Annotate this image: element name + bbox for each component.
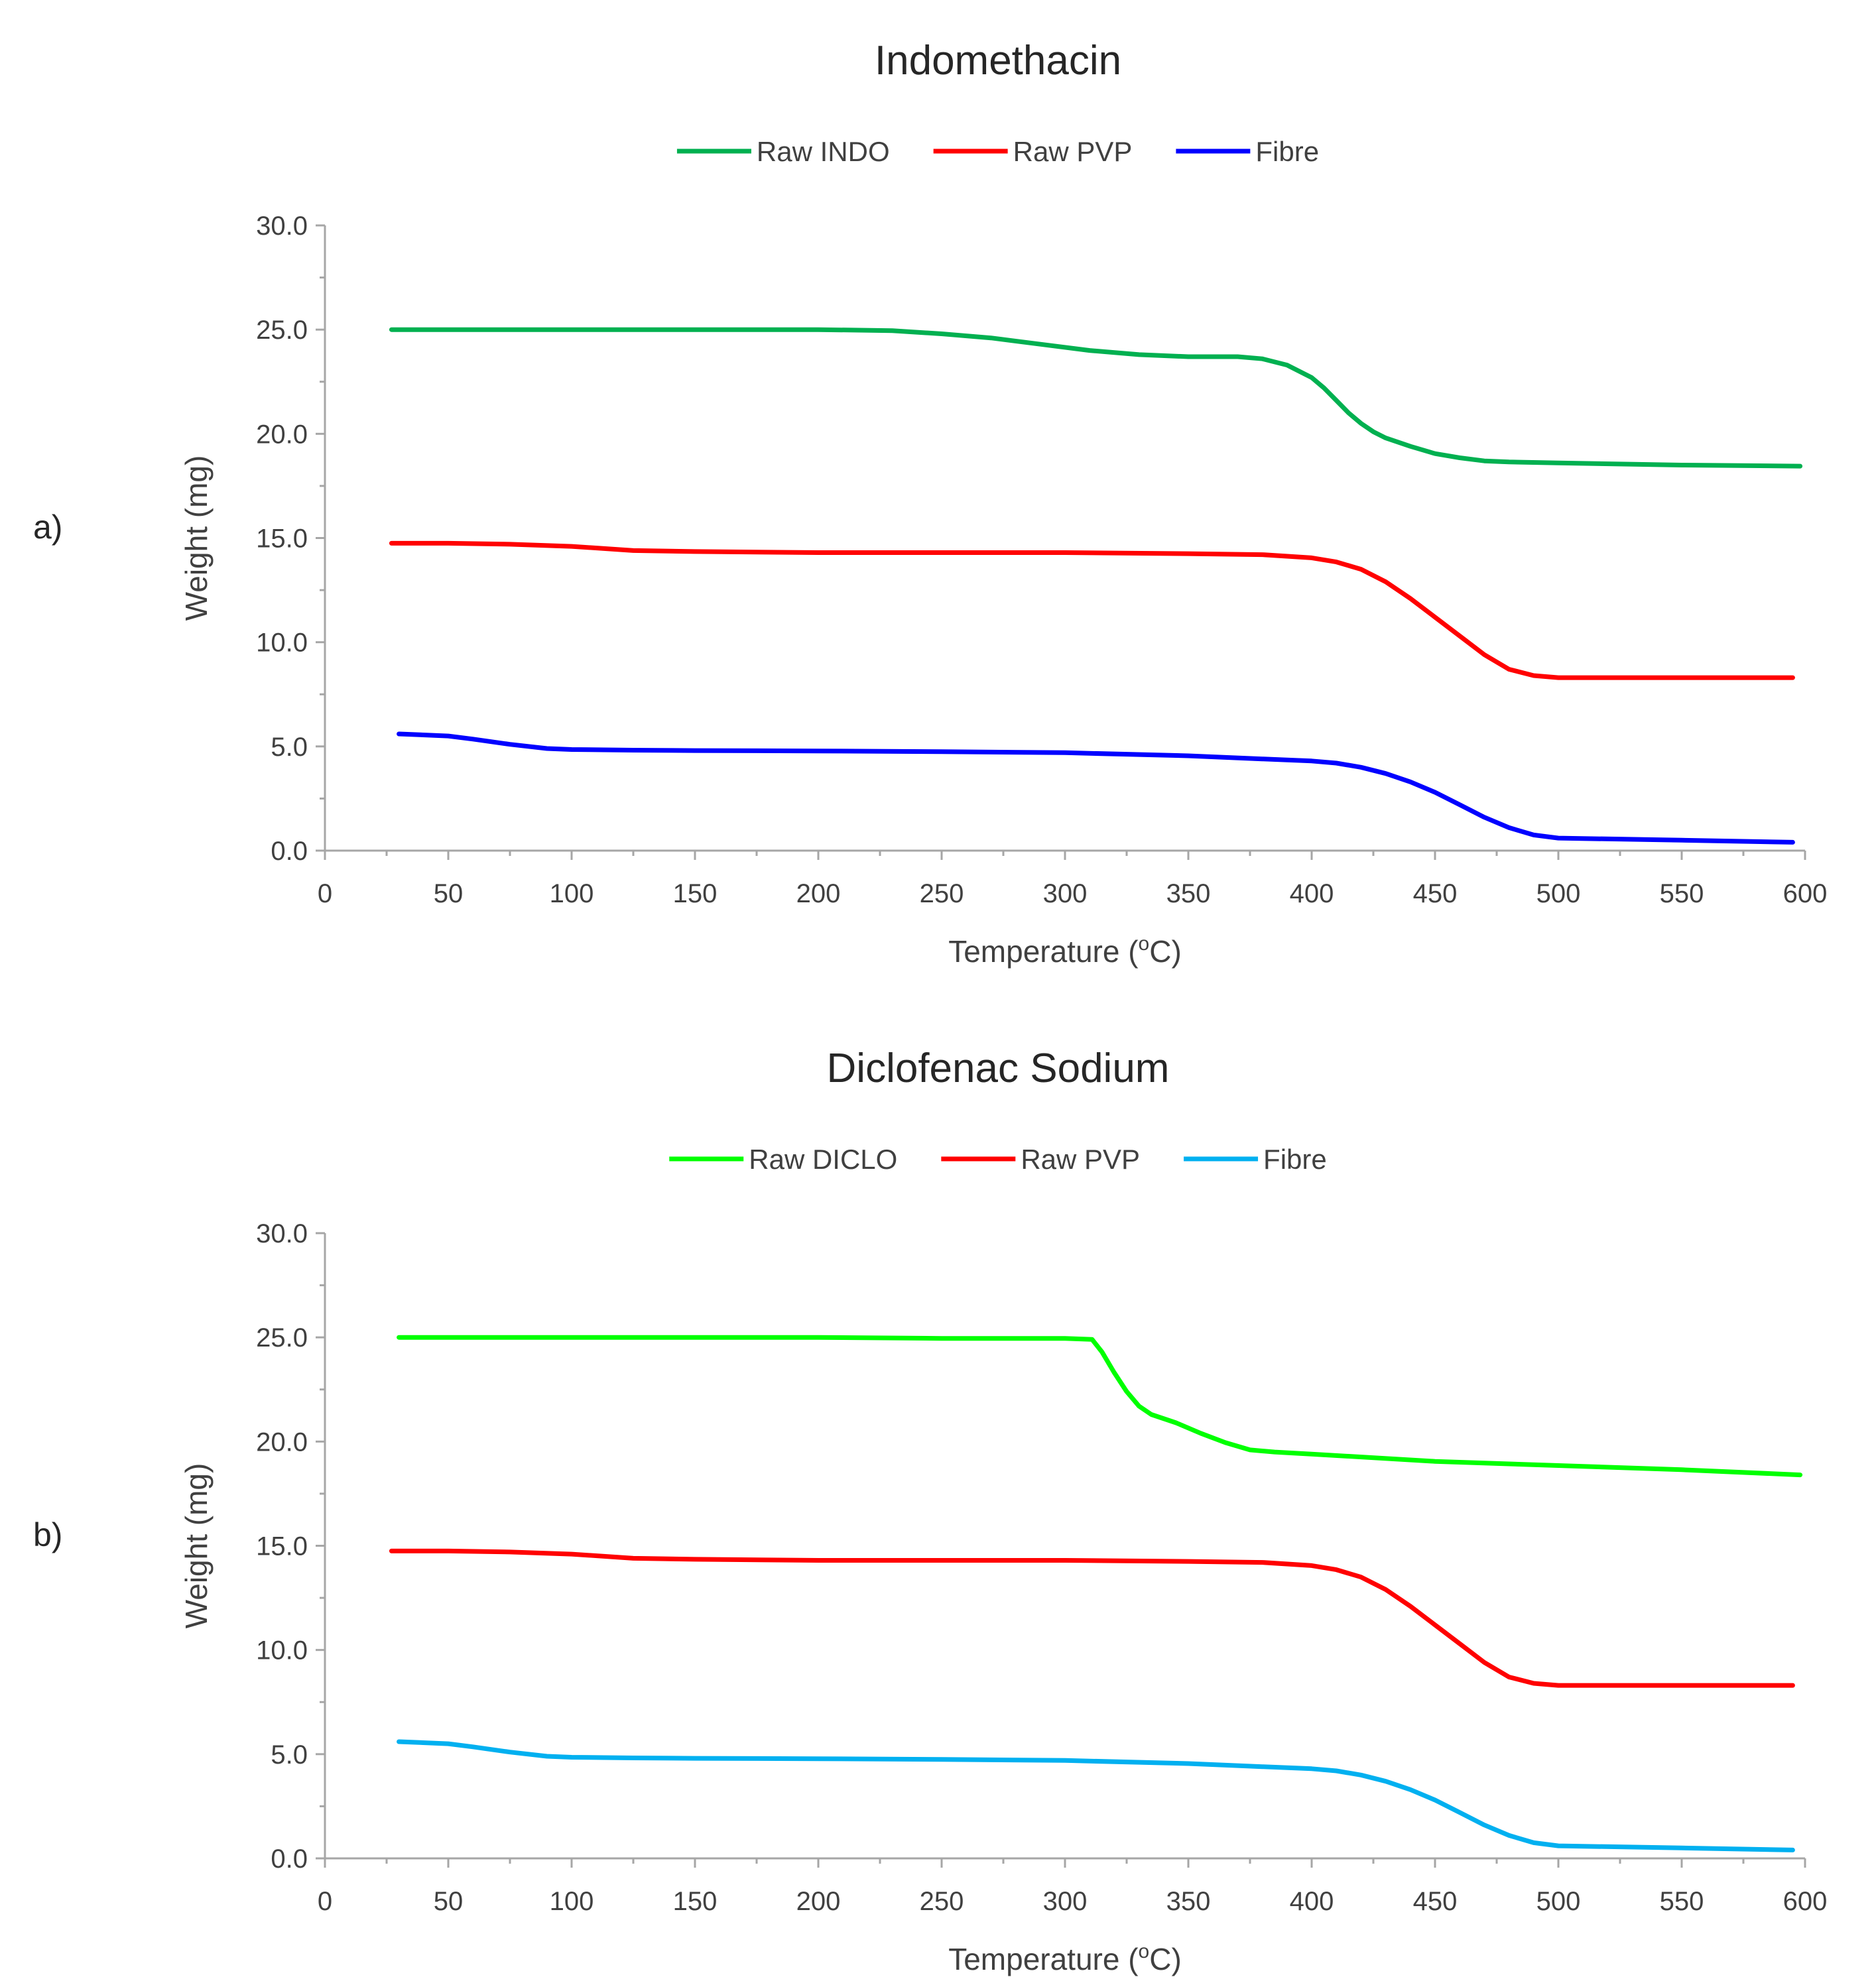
legend-label: Raw PVP (1021, 1144, 1140, 1175)
series-line-fibre (397, 731, 1795, 845)
chart-panel-1: Indomethacin a) Raw INDO Raw PVP Fibre 0.0 5.0… (33, 38, 1827, 969)
chart-title: Indomethacin (875, 38, 1121, 84)
y-axis-label: Weight (mg) (179, 455, 214, 621)
x-axis-label-superscript: o (1139, 933, 1150, 955)
x-tick-label: 550 (1660, 1887, 1704, 1916)
x-tick-label: 400 (1290, 879, 1334, 908)
x-tick-label: 150 (673, 1887, 718, 1916)
series-line-fibre (397, 1739, 1795, 1852)
x-tick-label: 250 (920, 879, 964, 908)
x-tick-label: 0 (318, 1887, 332, 1916)
x-axis-label-unit: C) (1149, 934, 1182, 969)
x-tick-label: 450 (1413, 1887, 1458, 1916)
y-tick-label: 5.0 (271, 1740, 308, 1770)
x-axis-label-superscript: o (1139, 1941, 1150, 1962)
x-tick-label: 200 (796, 1887, 841, 1916)
x-axis-label-main: Temperature ( (948, 934, 1139, 969)
x-tick-label: 550 (1660, 879, 1704, 908)
x-tick-label: 600 (1783, 1887, 1828, 1916)
x-tick-label: 450 (1413, 879, 1458, 908)
x-tick-label: 150 (673, 879, 718, 908)
series-line-raw-indo (389, 327, 1803, 469)
x-tick-label: 0 (318, 879, 332, 908)
panel-label: a) (33, 509, 62, 546)
x-tick-label: 300 (1043, 1887, 1088, 1916)
panel-label: b) (33, 1516, 62, 1553)
y-tick-label: 15.0 (256, 524, 308, 554)
x-tick-label: 50 (434, 879, 464, 908)
legend-item-raw-pvp: Raw PVP (933, 136, 1133, 167)
legend: Raw DICLO Raw PVP Fibre (669, 1144, 1327, 1175)
y-tick-label: 20.0 (256, 1427, 308, 1457)
y-axis-label: Weight (mg) (179, 1463, 214, 1629)
x-axis-label-main: Temperature ( (948, 1942, 1139, 1976)
legend-item-fibre: Fibre (1184, 1144, 1327, 1175)
y-tick-label: 15.0 (256, 1532, 308, 1561)
legend-item-raw-diclo: Raw DICLO (669, 1144, 897, 1175)
legend-label: Fibre (1263, 1144, 1327, 1175)
y-tick-label: 30.0 (256, 1219, 308, 1248)
x-tick-label: 200 (796, 879, 841, 908)
legend-label: Raw PVP (1013, 136, 1133, 167)
x-axis-label: Temperature (oC) (948, 933, 1182, 969)
x-tick-label: 250 (920, 1887, 964, 1916)
y-tick-label: 25.0 (256, 316, 308, 345)
x-tick-label: 400 (1290, 1887, 1334, 1916)
x-tick-label: 300 (1043, 879, 1088, 908)
x-tick-label: 600 (1783, 879, 1828, 908)
y-tick-label: 10.0 (256, 629, 308, 658)
y-tick-label: 0.0 (271, 1844, 308, 1874)
chart-title: Diclofenac Sodium (827, 1046, 1170, 1091)
legend-label: Raw DICLO (749, 1144, 897, 1175)
y-tick-label: 10.0 (256, 1636, 308, 1665)
legend: Raw INDO Raw PVP Fibre (676, 136, 1319, 167)
series-line-raw-pvp (389, 540, 1795, 680)
x-axis-label: Temperature (oC) (948, 1941, 1182, 1976)
x-tick-label: 100 (550, 879, 594, 908)
series-line-raw-diclo (397, 1335, 1803, 1478)
y-tick-label: 0.0 (271, 837, 308, 866)
y-tick-label: 5.0 (271, 733, 308, 762)
y-tick-label: 30.0 (256, 211, 308, 241)
legend-item-fibre: Fibre (1176, 136, 1319, 167)
x-tick-label: 350 (1166, 1887, 1211, 1916)
y-tick-label: 25.0 (256, 1323, 308, 1353)
x-tick-label: 500 (1536, 879, 1581, 908)
legend-label: Fibre (1255, 136, 1319, 167)
chart-panel-2: Diclofenac Sodium b) Raw DICLO Raw PVP Fibre… (33, 1046, 1827, 1976)
x-tick-label: 50 (434, 1887, 464, 1916)
x-axis-label-unit: C) (1149, 1942, 1182, 1976)
legend-item-raw-indo: Raw INDO (676, 136, 890, 167)
x-tick-label: 500 (1536, 1887, 1581, 1916)
x-tick-label: 350 (1166, 879, 1211, 908)
x-tick-label: 100 (550, 1887, 594, 1916)
y-tick-label: 20.0 (256, 420, 308, 449)
series-line-raw-pvp (389, 1548, 1795, 1688)
legend-item-raw-pvp: Raw PVP (941, 1144, 1140, 1175)
legend-label: Raw INDO (757, 136, 890, 167)
